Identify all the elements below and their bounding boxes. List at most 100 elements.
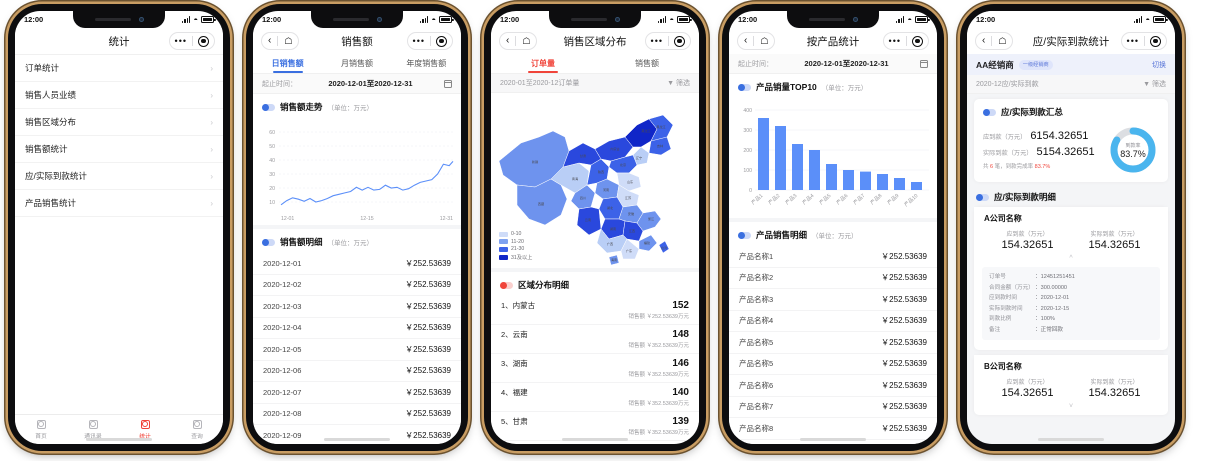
- nav-back-home-capsule[interactable]: ‹ ☖: [737, 32, 776, 50]
- table-row[interactable]: 产品名称5 ￥252.53639: [729, 353, 937, 375]
- table-row[interactable]: 产品名称8 ￥252.53639: [729, 418, 937, 440]
- table-row[interactable]: 2020-12-04 ￥252.53639: [253, 317, 461, 339]
- table-row[interactable]: 产品名称9￥252.53639: [729, 439, 937, 444]
- list-item[interactable]: 2、云南 148 销售额 ￥352.53639万元: [491, 325, 699, 354]
- more-icon[interactable]: •••: [412, 35, 425, 46]
- tab-daily-sales[interactable]: 日销售额: [253, 54, 322, 73]
- mini-program-capsule[interactable]: •••: [168, 32, 215, 50]
- sidebar-item-sales-amount[interactable]: 销售额统计 ›: [15, 136, 223, 163]
- nav-back-home-capsule[interactable]: ‹ ☖: [261, 32, 300, 50]
- filter-button[interactable]: ▼ 筛选: [1143, 79, 1166, 89]
- table-row[interactable]: 产品名称3 ￥252.53639: [729, 289, 937, 311]
- back-icon[interactable]: ‹: [744, 35, 748, 46]
- more-icon[interactable]: •••: [888, 35, 901, 46]
- china-sales-map[interactable]: 新疆 西藏 青海 甘肃 内蒙古 黑龙江 黑龙江 吉林 辽宁 北京 陕西 山东 河南 四川 江苏 湖北…: [491, 93, 699, 268]
- more-icon[interactable]: •••: [1126, 35, 1139, 46]
- table-row[interactable]: 2020-12-05 ￥252.53639: [253, 339, 461, 361]
- tab-statistics[interactable]: 统计: [119, 419, 171, 440]
- list-item[interactable]: 1、内蒙古 152 销售额 ￥252.53639万元: [491, 296, 699, 325]
- mini-program-capsule[interactable]: •••: [882, 32, 929, 50]
- map-region-guangdong[interactable]: [620, 238, 640, 260]
- bar-product-3[interactable]: [792, 144, 803, 190]
- calendar-icon[interactable]: [444, 79, 452, 88]
- bar-product-1[interactable]: [758, 118, 769, 190]
- close-target-icon[interactable]: [912, 35, 923, 47]
- mini-program-capsule[interactable]: •••: [406, 32, 453, 50]
- nav-back-home-capsule[interactable]: ‹ ☖: [499, 32, 538, 50]
- close-target-icon[interactable]: [436, 35, 447, 47]
- bar-product-9[interactable]: [894, 178, 905, 190]
- tab-order-count[interactable]: 订单量: [491, 54, 595, 73]
- map-region-zhejiang[interactable]: [636, 210, 662, 232]
- tab-search[interactable]: 查询: [171, 419, 223, 440]
- back-icon[interactable]: ‹: [506, 35, 510, 46]
- table-row[interactable]: 2020-12-08 ￥252.53639: [253, 403, 461, 425]
- home-icon[interactable]: ☖: [760, 35, 769, 46]
- map-region-fujian[interactable]: [638, 234, 658, 252]
- table-row[interactable]: 2020-12-03 ￥252.53639: [253, 296, 461, 318]
- date-range-bar[interactable]: 起止时间： 2020-12-01至2020-12-31: [253, 74, 461, 94]
- date-range-bar[interactable]: 起止时间： 2020-12-01至2020-12-31: [729, 54, 937, 74]
- tab-yearly-sales[interactable]: 年度销售额: [406, 59, 447, 68]
- bar-product-4[interactable]: [809, 150, 820, 190]
- close-target-icon[interactable]: [1150, 35, 1161, 47]
- sidebar-item-product-sales[interactable]: 产品销售统计 ›: [15, 190, 223, 217]
- more-icon[interactable]: •••: [650, 35, 663, 46]
- list-item[interactable]: 5、甘肃 139 销售额 ￥352.53639万元: [491, 412, 699, 441]
- sidebar-item-order-stats[interactable]: 订单统计 ›: [15, 55, 223, 82]
- bar-product-2[interactable]: [775, 126, 786, 190]
- back-icon[interactable]: ‹: [268, 35, 272, 46]
- map-region-liaoning[interactable]: [632, 146, 650, 166]
- map-region-inner-mongolia[interactable]: [594, 136, 634, 162]
- table-row[interactable]: 产品名称6 ￥252.53639: [729, 375, 937, 397]
- tab-home[interactable]: 首页: [15, 419, 67, 440]
- tab-contacts[interactable]: 通讯录: [67, 419, 119, 440]
- bar-product-5[interactable]: [826, 164, 837, 190]
- nav-back-home-capsule[interactable]: ‹ ☖: [975, 32, 1014, 50]
- close-target-icon[interactable]: [198, 35, 209, 47]
- company-card-b[interactable]: B公司名称 应到款（万元） 154.32651 实际到款（万元） 154.326…: [974, 355, 1168, 415]
- map-region-tibet[interactable]: [516, 178, 568, 226]
- filter-bar[interactable]: 2020-01至2020-12订单量 ▼ 筛选: [491, 74, 699, 93]
- mini-program-capsule[interactable]: •••: [1120, 32, 1167, 50]
- company-card-a[interactable]: A公司名称 应到款（万元） 154.32651 实际到款（万元） 154.326…: [974, 207, 1168, 350]
- table-row[interactable]: 2020-12-01 ￥252.53639: [253, 253, 461, 275]
- table-row[interactable]: 2020-12-02 ￥252.53639: [253, 274, 461, 296]
- tab-monthly-sales[interactable]: 月销售额: [340, 59, 373, 68]
- calendar-icon[interactable]: [920, 59, 928, 68]
- home-icon[interactable]: ☖: [522, 35, 531, 46]
- table-row[interactable]: 产品名称4 ￥252.53639: [729, 310, 937, 332]
- map-region-hainan[interactable]: [608, 254, 620, 266]
- mini-program-capsule[interactable]: •••: [644, 32, 691, 50]
- switch-dealer-button[interactable]: 切换: [1152, 61, 1166, 69]
- bar-product-8[interactable]: [877, 174, 888, 190]
- map-region-jilin[interactable]: [648, 136, 672, 156]
- map-region-hebei[interactable]: [608, 154, 638, 174]
- table-row[interactable]: 2020-12-06 ￥252.53639: [253, 360, 461, 382]
- sidebar-item-sales-performance[interactable]: 销售人员业绩 ›: [15, 82, 223, 109]
- back-icon[interactable]: ‹: [982, 35, 986, 46]
- bar-product-10[interactable]: [911, 182, 922, 190]
- map-region-taiwan[interactable]: [658, 240, 670, 254]
- table-row[interactable]: 产品名称7 ￥252.53639: [729, 396, 937, 418]
- home-icon[interactable]: ☖: [998, 35, 1007, 46]
- filter-button[interactable]: ▼ 筛选: [667, 78, 690, 88]
- list-item[interactable]: 4、福建 140 销售额 ￥352.53639万元: [491, 383, 699, 412]
- table-row[interactable]: 2020-12-09 ￥252.53639: [253, 425, 461, 444]
- bar-product-6[interactable]: [843, 170, 854, 190]
- more-icon[interactable]: •••: [174, 35, 187, 46]
- table-row[interactable]: 产品名称1 ￥252.53639: [729, 246, 937, 268]
- bar-product-7[interactable]: [860, 171, 871, 190]
- table-row[interactable]: 产品名称2 ￥252.53639: [729, 267, 937, 289]
- close-target-icon[interactable]: [674, 35, 685, 47]
- list-item[interactable]: 3、湖南 146 销售额 ￥352.53639万元: [491, 354, 699, 383]
- tab-sales-amount[interactable]: 销售额: [635, 59, 659, 68]
- filter-bar[interactable]: 2020-12应/实际到款 ▼ 筛选: [967, 75, 1175, 94]
- sidebar-item-payment-stats[interactable]: 应/实际到款统计 ›: [15, 163, 223, 190]
- table-row[interactable]: 产品名称5 ￥252.53639: [729, 332, 937, 354]
- chevron-up-icon[interactable]: ^: [974, 255, 1168, 263]
- home-icon[interactable]: ☖: [284, 35, 293, 46]
- sidebar-item-region-distribution[interactable]: 销售区域分布 ›: [15, 109, 223, 136]
- chevron-down-icon[interactable]: ˅: [974, 403, 1168, 411]
- table-row[interactable]: 2020-12-07 ￥252.53639: [253, 382, 461, 404]
